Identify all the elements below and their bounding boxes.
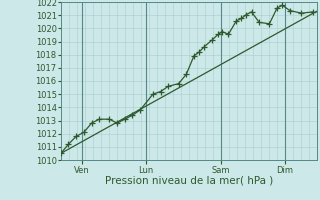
X-axis label: Pression niveau de la mer( hPa ): Pression niveau de la mer( hPa ) (105, 176, 273, 186)
